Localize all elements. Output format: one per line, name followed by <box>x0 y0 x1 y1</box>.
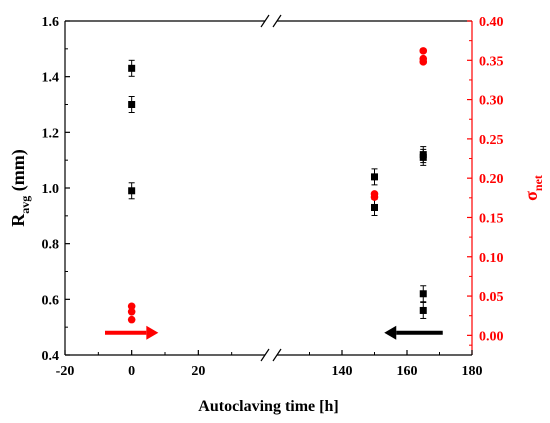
right-tick-label: 0.00 <box>479 329 504 344</box>
right-tick-label: 0.20 <box>479 172 504 187</box>
left-tick-label: 0.6 <box>42 293 60 308</box>
red-arrow-head <box>146 325 159 340</box>
data-point-square <box>419 153 427 161</box>
left-tick-label: 0.8 <box>42 238 60 253</box>
left-tick-label: 1.0 <box>42 182 60 197</box>
bottom-tick-label: 20 <box>191 364 205 379</box>
left-tick-label: 0.4 <box>42 349 60 364</box>
right-tick-label: 0.30 <box>479 94 504 109</box>
data-point-circle <box>127 315 136 324</box>
bottom-tick-label: 180 <box>462 364 483 379</box>
axis-break-mark <box>272 348 282 362</box>
labels-group: 0.4 0.6 0.8 1.0 1.2 1.4 1.6 0.00 0.05 0.10 0.15 0.2… <box>8 15 545 415</box>
data-point-square <box>128 64 136 72</box>
data-point-square <box>371 203 378 211</box>
right-tick-label: 0.15 <box>479 211 504 226</box>
left-tick-label: 1.6 <box>42 15 60 30</box>
right-tick-label: 0.05 <box>479 290 504 305</box>
bottom-tick-label: 160 <box>397 364 418 379</box>
marks-group <box>105 47 443 340</box>
right-tick-label: 0.25 <box>479 133 504 148</box>
y-right-title: σnet <box>521 175 545 201</box>
data-point-square <box>419 306 427 314</box>
left-tick-label: 1.2 <box>42 126 60 141</box>
right-tick-label: 0.35 <box>479 54 504 69</box>
axis-break-mark <box>272 14 282 28</box>
right-tick-label: 0.10 <box>479 251 504 266</box>
data-point-circle <box>419 58 428 66</box>
data-point-circle <box>370 193 379 201</box>
bottom-tick-label: 0 <box>128 364 135 379</box>
axis-break-mark <box>260 348 270 362</box>
x-axis-title: Autoclaving time [h] <box>198 398 338 415</box>
data-point-circle <box>127 307 136 316</box>
y-left-title: Ravg (mm) <box>8 149 32 226</box>
left-tick-label: 1.4 <box>42 71 60 86</box>
bottom-tick-label: 140 <box>332 364 353 379</box>
data-point-circle <box>419 47 428 55</box>
data-point-square <box>128 101 136 108</box>
bottom-tick-label: -20 <box>56 364 75 379</box>
data-point-circle <box>127 302 136 311</box>
black-arrow-head <box>384 325 397 340</box>
right-tick-label: 0.40 <box>479 15 504 30</box>
data-point-square <box>419 290 427 298</box>
data-point-square <box>128 187 136 195</box>
axes-group <box>64 14 473 362</box>
axis-break-mark <box>260 14 270 28</box>
data-point-square <box>371 173 378 181</box>
